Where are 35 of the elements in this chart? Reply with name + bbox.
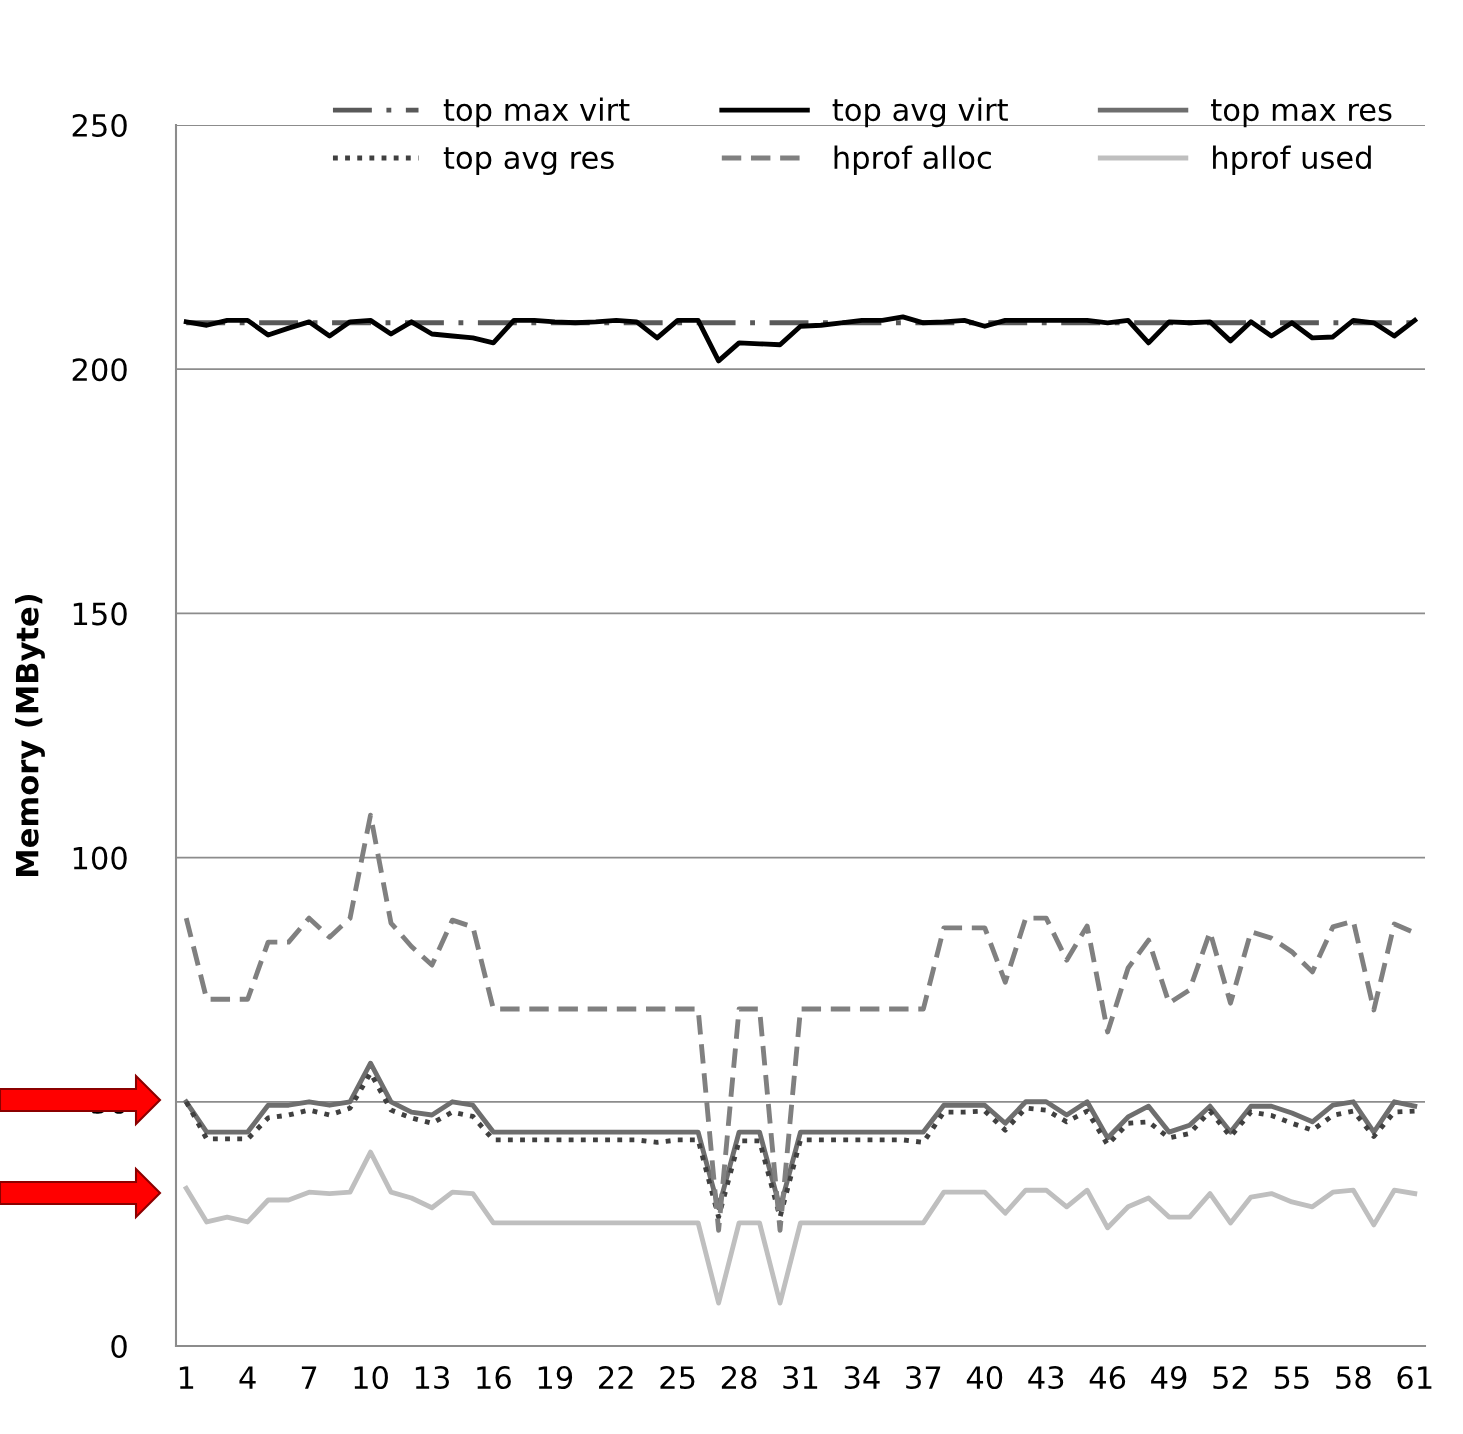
x-tick-label: 46 (1089, 1365, 1126, 1390)
x-tick-label: 37 (906, 1365, 941, 1390)
y-tick-label: 100 (73, 846, 127, 870)
x-tick-label: 7 (301, 1366, 317, 1389)
x-tick-label: 61 (1397, 1365, 1432, 1390)
legend-label: top avg res (443, 147, 614, 176)
y-tick-label: 150 (73, 602, 127, 626)
legend-label: top max virt (443, 97, 630, 128)
legend-label: top avg virt (832, 97, 1008, 128)
x-tick-label: 19 (538, 1365, 573, 1390)
y-tick-label: 0 (111, 1334, 127, 1359)
x-tick-label: 4 (239, 1366, 256, 1389)
x-tick-label: 25 (660, 1365, 695, 1390)
x-tick-label: 22 (599, 1365, 633, 1389)
line-series (183, 1149, 1418, 1306)
x-tick-label: 13 (415, 1365, 449, 1390)
x-tick-label: 58 (1336, 1365, 1371, 1390)
legend-label: hprof used (1213, 145, 1371, 176)
x-tick-label: 16 (477, 1365, 511, 1390)
x-tick-label: 1 (179, 1366, 194, 1389)
line-series (183, 314, 1418, 364)
x-tick-label: 49 (1151, 1365, 1187, 1390)
legend-label: top max res (1211, 99, 1392, 128)
legend-label: hprof alloc (834, 145, 991, 176)
x-tick-label: 28 (721, 1365, 757, 1390)
x-tick-label: 34 (844, 1365, 880, 1390)
y-tick-label: 200 (72, 358, 127, 382)
x-tick-label: 52 (1213, 1365, 1247, 1390)
y-tick-label: 250 (72, 113, 127, 138)
x-tick-label: 43 (1028, 1365, 1064, 1390)
x-tick-label: 10 (354, 1365, 388, 1390)
x-tick-label: 40 (966, 1365, 1003, 1390)
x-tick-label: 31 (783, 1365, 818, 1390)
x-tick-label: 55 (1274, 1366, 1309, 1390)
y-axis-title: Memory (MByte) (15, 594, 45, 876)
